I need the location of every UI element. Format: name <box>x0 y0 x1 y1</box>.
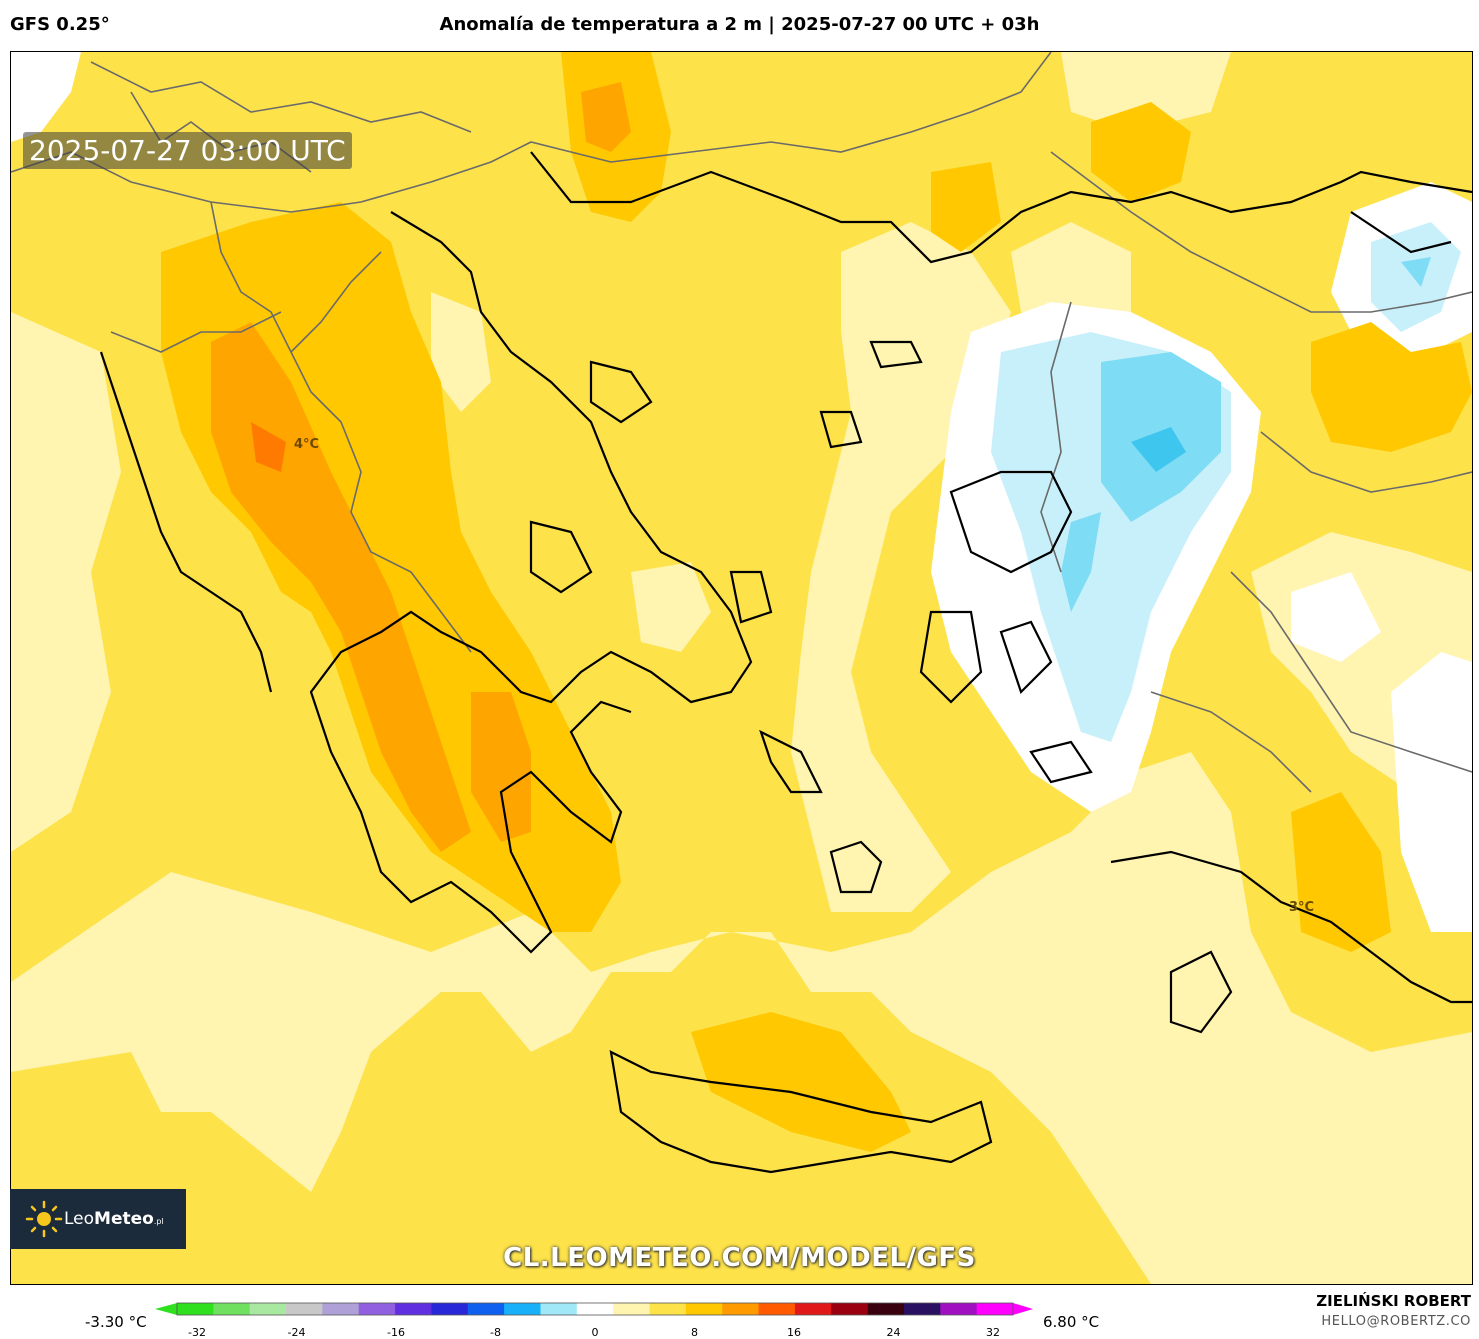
map-area[interactable]: 2025-07-27 03:00 UTC 4°C 3°C <box>10 51 1473 1285</box>
legend-tick-label: -16 <box>387 1326 405 1339</box>
scale-swatch <box>976 1303 1014 1315</box>
map-title: Anomalía de temperatura a 2 m | 2025-07-… <box>439 14 1040 35</box>
scale-swatch <box>540 1303 578 1315</box>
scale-border <box>176 1302 1014 1316</box>
scale-swatch <box>576 1303 614 1315</box>
legend-tick-label: 32 <box>986 1326 1000 1339</box>
scale-swatch <box>177 1303 214 1315</box>
legend-tick-label: 24 <box>886 1326 901 1339</box>
scale-swatch <box>758 1303 796 1315</box>
country-borders <box>11 52 1472 793</box>
scale-swatch <box>794 1303 832 1315</box>
scale-swatch <box>685 1303 723 1315</box>
scale-swatch <box>358 1303 396 1315</box>
leometeo-logo[interactable]: LeoMeteo.pl <box>10 1189 186 1249</box>
scale-swatch <box>213 1303 251 1315</box>
scale-swatch <box>940 1303 978 1315</box>
anomaly-label-max: 4°C <box>294 437 320 452</box>
pale-zones <box>11 52 1472 1284</box>
scale-swatch <box>249 1303 287 1315</box>
hot-core <box>251 422 286 472</box>
legend-tick-label: 16 <box>787 1326 801 1339</box>
author-name: ZIELIŃSKI ROBERT <box>1316 1292 1471 1310</box>
author-email: HELLO@ROBERTZ.CO <box>1321 1314 1471 1329</box>
legend-tick-label: 0 <box>591 1326 599 1339</box>
color-scale-swatches <box>155 1302 1033 1316</box>
scale-swatch <box>322 1303 360 1315</box>
scale-swatch <box>504 1303 541 1315</box>
scale-swatch <box>431 1303 469 1315</box>
legend-tick-label: -8 <box>490 1326 501 1339</box>
cold-core <box>1131 427 1186 472</box>
scale-swatch <box>613 1303 651 1315</box>
coastlines <box>99 151 1472 1174</box>
scale-swatch <box>903 1303 941 1315</box>
source-watermark: CL.LEOMETEO.COM/MODEL/GFS <box>503 1243 976 1273</box>
legend-max-value: 6.80 °C <box>1043 1313 1100 1331</box>
scale-swatch <box>831 1303 869 1315</box>
scale-swatch <box>649 1303 687 1315</box>
scale-swatch <box>467 1303 505 1315</box>
anomaly-label-east: 3°C <box>1289 900 1315 915</box>
scale-swatch <box>867 1303 905 1315</box>
anomaly-map <box>11 52 1472 1284</box>
legend-tick-label: 8 <box>691 1326 698 1339</box>
legend-tick-label: -24 <box>287 1326 306 1339</box>
color-scale-bar <box>155 1302 1033 1316</box>
model-label: GFS 0.25° <box>10 14 110 35</box>
sun-icon <box>25 1200 63 1238</box>
scale-low-arrow <box>155 1303 177 1315</box>
legend-tick-label: -32 <box>188 1326 206 1339</box>
scale-swatch <box>286 1303 323 1315</box>
valid-time-stamp: 2025-07-27 03:00 UTC <box>23 132 352 169</box>
scale-high-arrow <box>1013 1303 1033 1315</box>
scale-swatch <box>722 1303 760 1315</box>
scale-swatch <box>395 1303 432 1315</box>
legend-min-value: -3.30 °C <box>85 1313 147 1331</box>
logo-text: LeoMeteo.pl <box>64 1209 164 1229</box>
